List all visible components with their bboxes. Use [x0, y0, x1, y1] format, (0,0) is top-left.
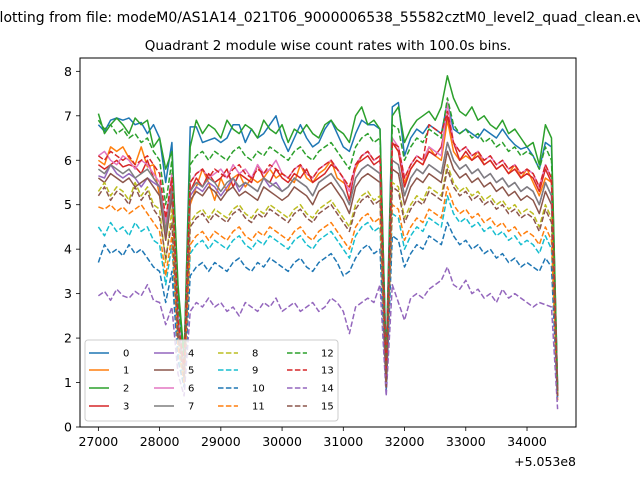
y-tick-label: 1 — [64, 375, 72, 390]
legend-label-7: 7 — [188, 402, 194, 413]
axes-frame — [79, 57, 577, 428]
legend-label-11: 11 — [252, 402, 265, 413]
legend-label-5: 5 — [188, 366, 194, 377]
legend-label-0: 0 — [123, 349, 129, 360]
y-tick-label: 6 — [64, 153, 72, 168]
legend-label-6: 6 — [188, 384, 194, 395]
y-tick-label: 5 — [64, 197, 72, 212]
y-tick-label: 7 — [64, 108, 72, 123]
x-tick-label: 34000 — [507, 434, 547, 449]
x-tick-label: 33000 — [446, 434, 486, 449]
legend-label-8: 8 — [252, 349, 258, 360]
x-tick-label: 28000 — [140, 434, 180, 449]
y-tick-label: 0 — [64, 420, 72, 435]
x-tick-label: 32000 — [385, 434, 425, 449]
chart-suptitle: Plotting from file: modeM0/AS1A14_021T06… — [0, 10, 640, 26]
y-tick-label: 2 — [64, 331, 72, 346]
legend-label-12: 12 — [321, 349, 334, 360]
legend-label-15: 15 — [321, 402, 334, 413]
legend-label-13: 13 — [321, 366, 334, 377]
series-line-12 — [97, 97, 559, 392]
legend-label-14: 14 — [321, 384, 334, 395]
legend-box — [84, 339, 339, 422]
legend-label-9: 9 — [252, 366, 258, 377]
x-axis: 27000 28000 29000 30000 31000 32000 33000 34000 — [78, 427, 547, 449]
y-tick-label: 3 — [64, 286, 72, 301]
legend-label-3: 3 — [123, 402, 129, 413]
series-line-8 — [97, 163, 559, 396]
legend-label-4: 4 — [188, 349, 194, 360]
series-line-15 — [97, 168, 559, 396]
legend-label-10: 10 — [252, 384, 265, 395]
series-line-11 — [98, 186, 559, 401]
x-offset-label: +5.053e8 — [514, 454, 576, 469]
series-line-10 — [97, 221, 559, 401]
legend-label-2: 2 — [123, 384, 129, 395]
y-axis: 0 1 2 3 4 5 6 7 8 — [64, 64, 80, 435]
x-tick-label: 29000 — [201, 434, 241, 449]
x-tick-label: 30000 — [262, 434, 302, 449]
chart-title: Quadrant 2 module wise count rates with … — [145, 38, 511, 54]
legend-label-1: 1 — [123, 366, 129, 377]
x-tick-label: 31000 — [323, 434, 363, 449]
y-tick-label: 4 — [64, 242, 72, 257]
series-line-7 — [97, 141, 559, 392]
y-tick-label: 8 — [64, 64, 72, 79]
series-line-13 — [97, 110, 559, 396]
x-tick-label: 27000 — [78, 434, 118, 449]
